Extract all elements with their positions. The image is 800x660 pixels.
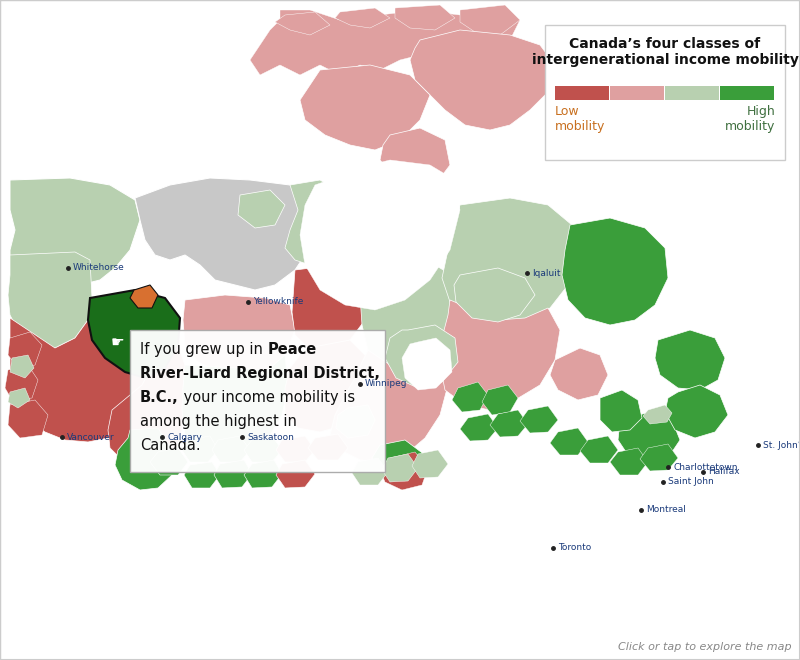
Polygon shape — [330, 350, 448, 462]
Polygon shape — [440, 300, 560, 410]
FancyBboxPatch shape — [720, 86, 774, 100]
Text: your income mobility is: your income mobility is — [178, 390, 355, 405]
Polygon shape — [352, 458, 388, 485]
Polygon shape — [135, 178, 320, 290]
Polygon shape — [150, 448, 188, 475]
Polygon shape — [8, 388, 30, 408]
Polygon shape — [410, 30, 555, 130]
Polygon shape — [275, 12, 330, 35]
Text: Calgary: Calgary — [167, 432, 202, 442]
Polygon shape — [285, 180, 355, 265]
Polygon shape — [276, 436, 315, 462]
Polygon shape — [5, 365, 38, 400]
Polygon shape — [292, 265, 370, 350]
Polygon shape — [665, 385, 728, 438]
Text: Saint John: Saint John — [668, 477, 714, 486]
Polygon shape — [382, 454, 418, 482]
Polygon shape — [402, 338, 452, 390]
Polygon shape — [412, 450, 448, 478]
Polygon shape — [238, 190, 285, 228]
Polygon shape — [8, 332, 42, 368]
Polygon shape — [454, 268, 535, 322]
FancyBboxPatch shape — [545, 25, 785, 160]
Text: Click or tap to explore the map: Click or tap to explore the map — [618, 642, 792, 652]
Polygon shape — [8, 252, 92, 348]
Polygon shape — [10, 318, 148, 442]
Polygon shape — [600, 390, 642, 432]
FancyBboxPatch shape — [610, 86, 664, 100]
Polygon shape — [580, 436, 618, 463]
Text: B.C.,: B.C., — [140, 390, 178, 405]
Polygon shape — [300, 65, 430, 150]
Polygon shape — [183, 295, 295, 375]
Polygon shape — [130, 285, 158, 308]
Polygon shape — [360, 260, 468, 375]
Polygon shape — [380, 452, 428, 490]
FancyBboxPatch shape — [555, 86, 609, 100]
Polygon shape — [385, 325, 458, 388]
Text: Vancouver: Vancouver — [67, 432, 114, 442]
Polygon shape — [395, 5, 455, 30]
Text: Peace: Peace — [267, 342, 317, 357]
Text: St. John’s: St. John’s — [763, 440, 800, 449]
Polygon shape — [520, 406, 558, 433]
Polygon shape — [10, 355, 34, 378]
Text: Winnipeg: Winnipeg — [365, 379, 407, 389]
Text: Low
mobility: Low mobility — [555, 105, 606, 133]
Polygon shape — [8, 400, 48, 438]
Polygon shape — [605, 92, 675, 155]
Text: Yellowknife: Yellowknife — [253, 298, 303, 306]
Polygon shape — [460, 5, 520, 35]
Text: Whitehorse: Whitehorse — [73, 263, 125, 273]
Text: Iqaluit: Iqaluit — [532, 269, 561, 277]
Polygon shape — [244, 436, 282, 462]
Polygon shape — [182, 355, 288, 452]
Text: among the highest in: among the highest in — [140, 414, 297, 429]
FancyBboxPatch shape — [130, 330, 385, 472]
Text: If you grew up in: If you grew up in — [140, 342, 267, 357]
Polygon shape — [115, 428, 175, 490]
Polygon shape — [610, 448, 648, 475]
Polygon shape — [380, 128, 450, 190]
Text: Charlottetown: Charlottetown — [673, 463, 738, 471]
Polygon shape — [442, 198, 578, 325]
Polygon shape — [550, 348, 608, 400]
Polygon shape — [182, 436, 218, 462]
Text: High
mobility: High mobility — [725, 105, 775, 133]
Polygon shape — [300, 160, 460, 310]
Text: Canada.: Canada. — [140, 438, 201, 453]
Polygon shape — [482, 385, 518, 415]
Polygon shape — [618, 412, 680, 462]
Polygon shape — [108, 345, 185, 468]
Polygon shape — [184, 462, 220, 488]
Text: Halifax: Halifax — [708, 467, 740, 477]
Polygon shape — [214, 460, 252, 488]
Text: ☛: ☛ — [111, 335, 125, 350]
Polygon shape — [640, 444, 678, 471]
Polygon shape — [562, 218, 668, 325]
Polygon shape — [335, 8, 390, 28]
Polygon shape — [643, 405, 672, 424]
Polygon shape — [460, 414, 498, 441]
Polygon shape — [244, 460, 282, 488]
Polygon shape — [372, 440, 425, 480]
Polygon shape — [10, 178, 140, 290]
Polygon shape — [550, 428, 588, 455]
Text: Saskatoon: Saskatoon — [247, 432, 294, 442]
Polygon shape — [452, 382, 488, 412]
Polygon shape — [308, 434, 348, 460]
Text: Toronto: Toronto — [558, 543, 591, 552]
Polygon shape — [212, 436, 250, 462]
Polygon shape — [336, 405, 375, 438]
Polygon shape — [276, 460, 315, 488]
Text: Canada’s four classes of
intergenerational income mobility: Canada’s four classes of intergeneration… — [531, 37, 798, 67]
Text: River-Liard Regional District,: River-Liard Regional District, — [140, 366, 380, 381]
FancyBboxPatch shape — [665, 86, 719, 100]
Text: Montreal: Montreal — [646, 506, 686, 515]
Polygon shape — [88, 290, 180, 378]
Polygon shape — [655, 330, 725, 390]
Polygon shape — [250, 10, 520, 75]
Polygon shape — [490, 410, 528, 437]
Polygon shape — [285, 340, 370, 432]
